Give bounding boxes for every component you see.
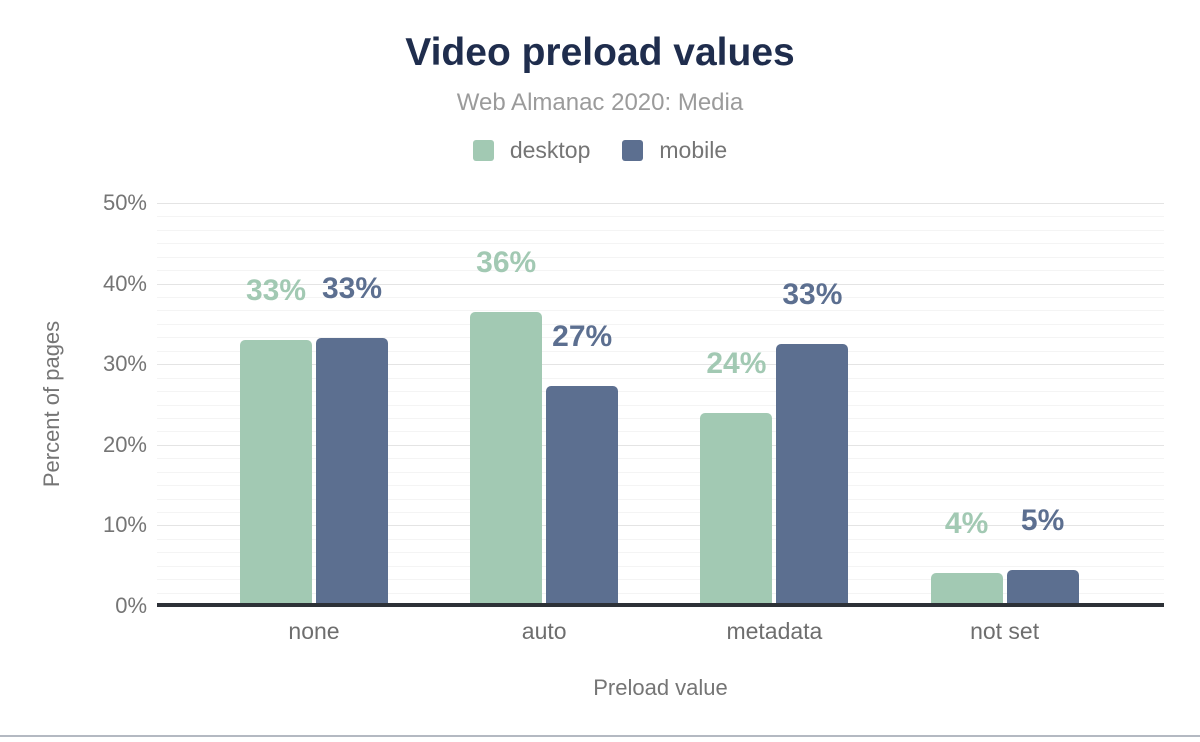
x-axis-line <box>157 603 1164 607</box>
bar-value-label-desktop-none: 33% <box>245 274 307 308</box>
mobile-swatch-icon <box>622 140 644 161</box>
bar-mobile-not-set[interactable] <box>1006 569 1079 606</box>
major-gridline <box>157 203 1164 204</box>
major-gridline <box>157 444 1164 446</box>
minor-gridline <box>157 485 1164 487</box>
desktop-swatch-icon <box>472 140 494 161</box>
plot-area <box>157 203 1164 606</box>
bar-desktop-not-set[interactable] <box>930 572 1003 606</box>
bar-desktop-auto[interactable] <box>470 311 543 606</box>
minor-gridline <box>157 431 1164 433</box>
y-tick-label: 0% <box>115 593 147 618</box>
minor-gridline <box>157 471 1164 473</box>
minor-gridline <box>157 256 1164 258</box>
legend-label-mobile: mobile <box>659 137 728 163</box>
y-tick-label: 20% <box>102 431 147 457</box>
minor-gridline <box>157 404 1164 406</box>
y-tick-label: 30% <box>102 351 147 377</box>
bar-value-label-desktop-not-set: 4% <box>944 506 989 540</box>
minor-gridline <box>157 391 1164 393</box>
minor-gridline <box>157 350 1164 352</box>
major-gridline <box>157 364 1164 366</box>
minor-gridline <box>157 592 1164 594</box>
x-category-label-auto: auto <box>521 618 567 644</box>
bar-value-label-mobile-none: 33% <box>321 271 383 305</box>
bar-mobile-none[interactable] <box>316 337 388 606</box>
bar-value-label-mobile-not-set: 5% <box>1020 503 1065 537</box>
minor-gridline <box>157 498 1164 500</box>
bar-value-label-desktop-auto: 36% <box>476 245 537 279</box>
y-axis-title: Percent of pages <box>39 320 64 488</box>
minor-gridline <box>157 229 1164 231</box>
minor-gridline <box>157 579 1164 581</box>
minor-gridline <box>157 538 1164 540</box>
chart-subtitle: Web Almanac 2020: Media <box>456 89 744 116</box>
minor-gridline <box>157 323 1164 325</box>
bar-mobile-auto[interactable] <box>546 385 619 606</box>
minor-gridline <box>157 337 1164 339</box>
minor-gridline <box>157 565 1164 567</box>
bar-desktop-none[interactable] <box>240 340 312 606</box>
legend-label-desktop: desktop <box>509 137 591 163</box>
x-category-label-metadata: metadata <box>726 618 823 644</box>
minor-gridline <box>157 270 1164 272</box>
bar-desktop-metadata[interactable] <box>700 413 773 606</box>
bar-value-label-mobile-auto: 27% <box>552 319 613 353</box>
minor-gridline <box>157 377 1164 379</box>
x-axis-title: Preload value <box>593 675 728 700</box>
minor-gridline <box>157 552 1164 554</box>
minor-gridline <box>157 297 1164 299</box>
chart-title: Video preload values <box>405 31 795 74</box>
y-tick-label: 50% <box>102 190 147 215</box>
minor-gridline <box>157 216 1164 218</box>
minor-gridline <box>157 417 1164 419</box>
minor-gridline <box>157 458 1164 460</box>
y-tick-label: 40% <box>102 270 147 296</box>
footer-divider <box>0 735 1200 737</box>
bar-mobile-metadata[interactable] <box>776 344 849 606</box>
y-tick-label: 10% <box>102 512 147 538</box>
major-gridline <box>157 283 1164 285</box>
legend: desktop mobile <box>0 139 1200 162</box>
minor-gridline <box>157 511 1164 513</box>
x-category-label-none: none <box>288 618 340 644</box>
x-category-label-not-set: not set <box>970 618 1040 644</box>
bar-value-label-mobile-metadata: 33% <box>782 278 843 312</box>
legend-item-mobile[interactable]: mobile <box>622 139 727 162</box>
major-gridline <box>157 525 1164 527</box>
bar-value-label-desktop-metadata: 24% <box>706 347 767 381</box>
legend-item-desktop[interactable]: desktop <box>472 137 591 163</box>
minor-gridline <box>157 243 1164 245</box>
minor-gridline <box>157 310 1164 312</box>
